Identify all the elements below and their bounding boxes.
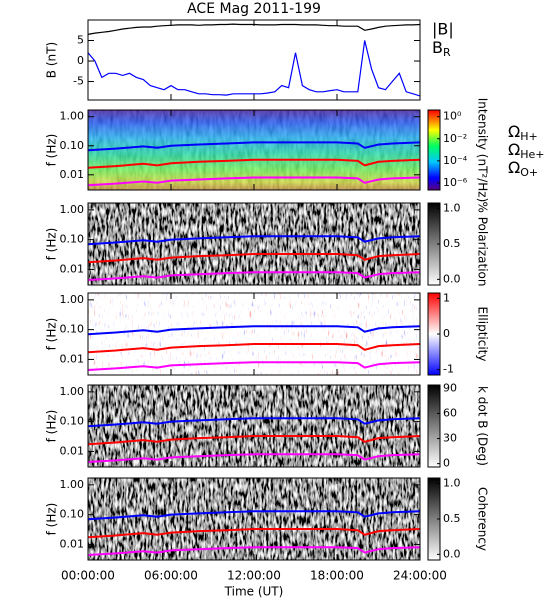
colorbar-tick-label: 0.5 <box>443 512 461 525</box>
y-axis-label: B (nT) <box>45 42 59 78</box>
colorbar-tick-label: 10⁻² <box>443 132 467 145</box>
y-tick-label: 0 <box>77 54 84 67</box>
colorbar-tick-label: 0.0 <box>443 272 461 285</box>
data-line <box>87 158 421 169</box>
legend-label: |B| <box>432 20 454 39</box>
data-line <box>87 235 421 246</box>
y-axis-label: f (Hz) <box>45 228 59 261</box>
colorbar-label: k dot B (Deg) <box>476 386 490 466</box>
colorbar-tick-label: 1 <box>443 291 450 304</box>
data-line <box>87 141 421 152</box>
x-tick-label: 18:00:00 <box>310 569 364 583</box>
colorbar-tick-label: 1.0 <box>443 202 461 215</box>
data-line <box>87 176 421 187</box>
chart-title: ACE Mag 2011-199 <box>187 1 321 17</box>
colorbar-tick-label: 90 <box>443 381 457 394</box>
y-tick-label: 0.10 <box>60 323 85 336</box>
colorbar-label: Ellipticity <box>476 307 490 362</box>
colorbar <box>427 384 441 468</box>
colorbar-tick-label: 10⁰ <box>443 110 462 123</box>
data-line <box>87 361 421 371</box>
colorbar-tick-label: -1 <box>443 363 454 376</box>
data-line <box>87 271 421 281</box>
y-tick-label: 1.00 <box>60 385 85 398</box>
x-axis-label: Time (UT) <box>224 585 284 599</box>
y-tick-label: 5 <box>77 34 84 47</box>
data-line <box>87 40 421 97</box>
y-axis-label: f (Hz) <box>45 410 59 443</box>
colorbar-label: % Polarization <box>476 202 490 287</box>
y-axis-label: f (Hz) <box>45 318 59 351</box>
legend-label: ΩO+ <box>508 158 538 180</box>
legend-label: ΩH+ <box>508 122 538 144</box>
colorbar-tick-label: 0 <box>443 457 450 470</box>
y-tick-label: 0.10 <box>60 415 85 428</box>
colorbar-tick-label: 10⁻⁶ <box>443 176 468 189</box>
y-tick-label: 0.01 <box>60 352 85 365</box>
colorbar-tick-label: 1.0 <box>443 477 461 490</box>
y-tick-label: 1.00 <box>60 478 85 491</box>
y-tick-label: 1.00 <box>60 293 85 306</box>
colorbar-tick-label: 60 <box>443 406 457 419</box>
x-tick-label: 24:00:00 <box>393 569 447 583</box>
y-tick-label: 0.01 <box>60 537 85 550</box>
data-line <box>87 528 421 539</box>
data-line <box>87 510 421 521</box>
colorbar-label: Coherency <box>476 487 490 551</box>
y-axis-label: f (Hz) <box>45 134 59 167</box>
data-line <box>87 253 421 264</box>
x-tick-label: 06:00:00 <box>144 569 198 583</box>
y-tick-label: -5 <box>73 75 84 88</box>
data-line <box>87 435 421 446</box>
y-tick-label: 1.00 <box>60 203 85 216</box>
y-tick-label: 0.01 <box>60 444 85 457</box>
y-tick-label: 0.10 <box>60 508 85 521</box>
data-line <box>87 417 421 428</box>
legend-label: ΩHe+ <box>508 140 545 162</box>
colorbar-tick-label: 10⁻⁴ <box>443 154 468 167</box>
colorbar-tick-label: 0.5 <box>443 237 461 250</box>
x-tick-label: 00:00:00 <box>61 569 115 583</box>
data-line <box>87 325 421 336</box>
data-line <box>87 453 421 463</box>
colorbar-tick-label: 30 <box>443 432 457 445</box>
y-tick-label: 0.01 <box>60 262 85 275</box>
y-tick-label: 0.01 <box>60 168 85 181</box>
legend-label: BR <box>432 38 451 60</box>
y-axis-label: f (Hz) <box>45 503 59 536</box>
data-line <box>87 546 421 556</box>
y-tick-label: 0.10 <box>60 139 85 152</box>
colorbar <box>427 109 441 191</box>
x-tick-label: 12:00:00 <box>227 569 281 583</box>
colorbar-label: Intensity (nT²/Hz) <box>476 98 490 203</box>
y-tick-label: 0.10 <box>60 233 85 246</box>
plot-frame <box>87 19 421 101</box>
colorbar-tick-label: 0.0 <box>443 547 461 560</box>
colorbar-tick-label: 0 <box>443 327 450 340</box>
data-line <box>87 343 421 354</box>
y-tick-label: 1.00 <box>60 110 85 123</box>
